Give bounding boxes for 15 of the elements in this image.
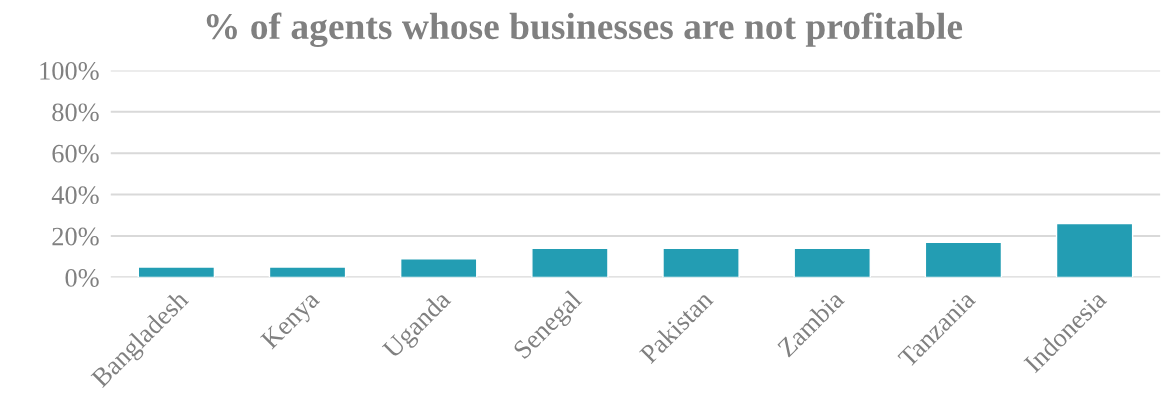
bar bbox=[268, 266, 347, 278]
y-tick-label: 100% bbox=[40, 61, 99, 80]
bar bbox=[793, 247, 871, 278]
y-tick-label: 40% bbox=[51, 186, 99, 205]
chart-title: % of agents whose businesses are not profitable bbox=[206, 12, 963, 48]
y-tick-label: 80% bbox=[52, 103, 99, 122]
y-tick-label: 20% bbox=[52, 227, 99, 246]
y-tick-label: 0% bbox=[65, 268, 99, 287]
bar bbox=[137, 266, 216, 278]
y-tick-label: 60% bbox=[52, 144, 99, 163]
bar bbox=[662, 247, 740, 278]
bar bbox=[399, 258, 478, 278]
bar bbox=[531, 247, 609, 278]
bar bbox=[1055, 222, 1134, 278]
bar bbox=[924, 241, 1003, 278]
